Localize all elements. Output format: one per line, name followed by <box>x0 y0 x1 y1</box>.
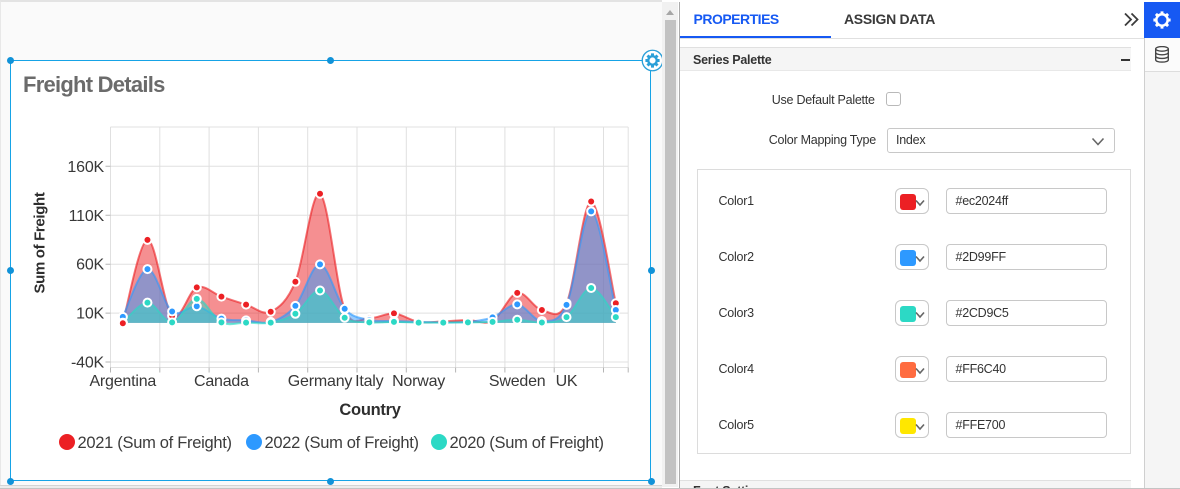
svg-text:Argentina: Argentina <box>89 373 156 390</box>
svg-text:Sum of Freight: Sum of Freight <box>32 192 49 293</box>
svg-text:Sweden: Sweden <box>489 373 546 390</box>
svg-text:60K: 60K <box>76 257 104 274</box>
svg-text:2022 (Sum of Freight): 2022 (Sum of Freight) <box>265 434 419 452</box>
svg-text:2020 (Sum of Freight): 2020 (Sum of Freight) <box>450 434 604 452</box>
svg-text:160K: 160K <box>67 159 104 176</box>
svg-text:Norway: Norway <box>392 373 445 390</box>
svg-text:UK: UK <box>556 373 578 390</box>
svg-text:Country: Country <box>339 401 401 419</box>
svg-text:110K: 110K <box>69 208 105 225</box>
svg-text:10K: 10K <box>76 306 104 323</box>
svg-text:Canada: Canada <box>194 373 249 390</box>
svg-text:2021 (Sum of Freight): 2021 (Sum of Freight) <box>78 434 232 452</box>
svg-text:-40K: -40K <box>71 355 105 372</box>
svg-text:Germany: Germany <box>288 373 353 390</box>
svg-text:Italy: Italy <box>355 373 384 390</box>
